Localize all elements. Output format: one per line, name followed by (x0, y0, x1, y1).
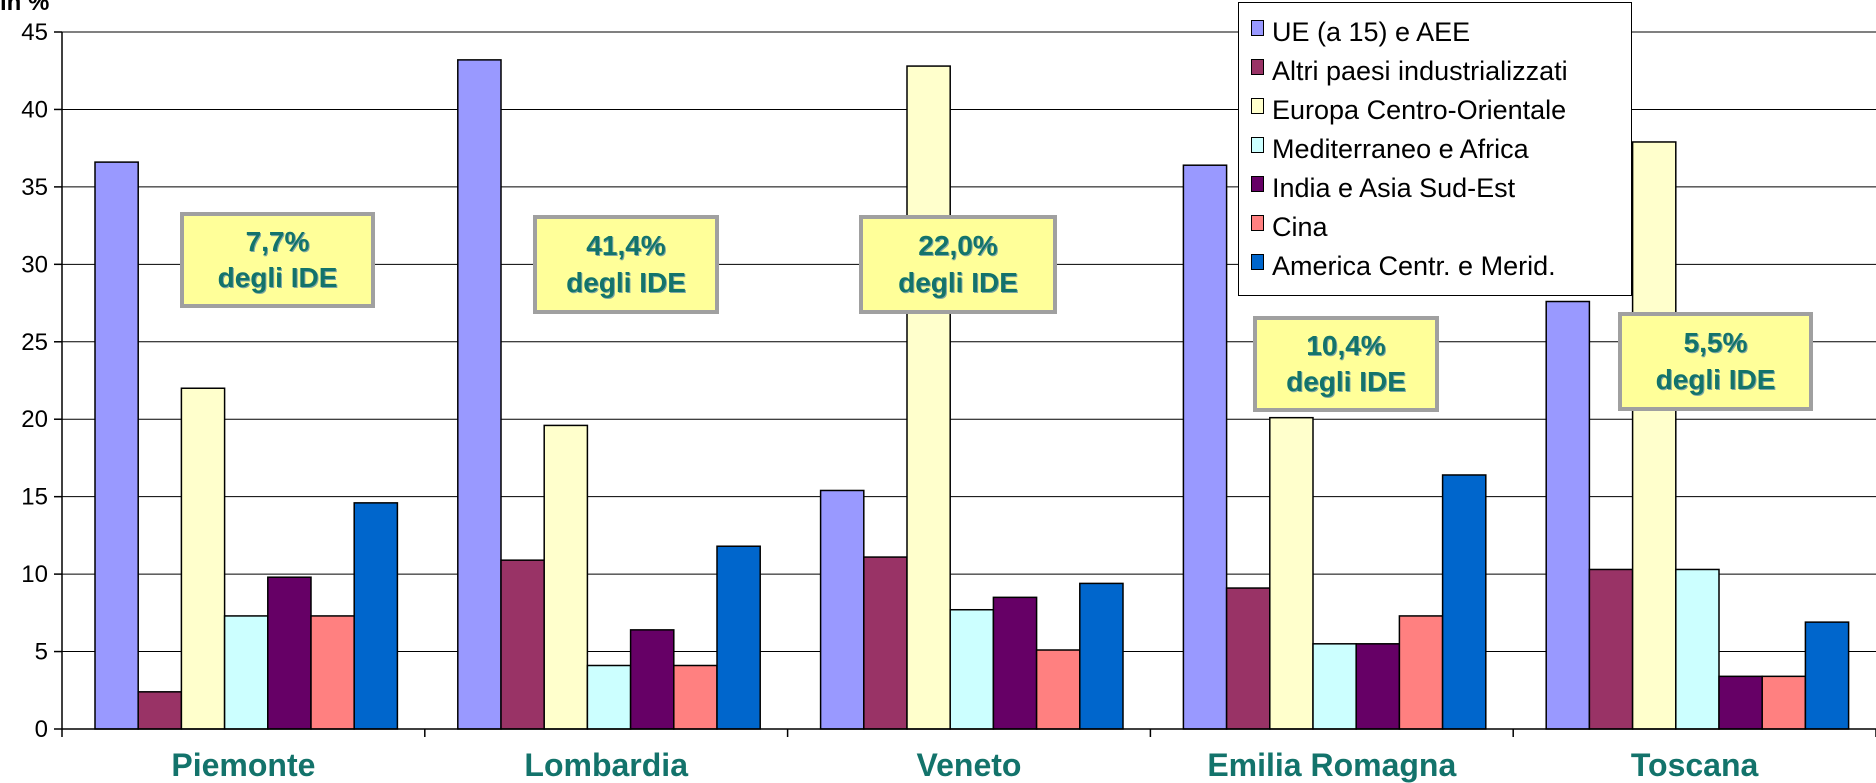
legend-label: UE (a 15) e AEE (1272, 17, 1471, 47)
category-label: Piemonte (171, 747, 315, 783)
bar (949, 608, 995, 730)
y-tick-label: 35 (21, 174, 48, 201)
bar (1588, 568, 1634, 730)
bars (94, 59, 1850, 730)
axes (61, 32, 1876, 737)
y-tick-label: 0 (35, 716, 48, 743)
y-tick-label: 15 (21, 484, 48, 511)
bar (1225, 587, 1271, 730)
legend-label: India e Asia Sud-Est (1272, 173, 1516, 203)
legend-item: UE (a 15) e AEE (1251, 13, 1631, 52)
bar (1545, 300, 1591, 730)
bar (586, 664, 632, 730)
legend-swatch (1251, 136, 1264, 153)
legend-item: Altri paesi industrializzati (1251, 52, 1631, 91)
ide-share-callout: 7,7% degli IDE (180, 212, 375, 308)
ide-share-callout: 10,4% degli IDE (1253, 316, 1439, 412)
bar (1312, 643, 1357, 730)
category-label: Lombardia (524, 747, 688, 783)
callout-percentage: 5,5% (1683, 327, 1748, 359)
category-labels: Piemonte Lombardia Veneto Emilia Romagna Tos… (171, 747, 1758, 783)
legend-item: Europa Centro-Orientale (1251, 91, 1631, 130)
legend-swatch (1251, 175, 1264, 192)
legend-item: India e Asia Sud-Est (1251, 169, 1631, 208)
bar (906, 65, 951, 730)
y-tick-label: 40 (21, 96, 48, 123)
category-label: Veneto (917, 747, 1022, 783)
bar (1398, 615, 1444, 730)
callout-text: degli IDE (566, 266, 686, 298)
callout-percentage: 41,4% (586, 230, 666, 262)
legend-item: America Centr. e Merid. (1251, 247, 1631, 286)
legend-item: Mediterraneo e Africa (1251, 130, 1631, 169)
bar (1718, 675, 1763, 730)
bar (716, 545, 761, 730)
bar (1182, 164, 1228, 730)
bar (1761, 675, 1807, 730)
bar (819, 489, 865, 730)
category-label: Toscana (1631, 747, 1759, 783)
bar (1804, 621, 1850, 730)
legend-label: Mediterraneo e Africa (1272, 134, 1529, 164)
y-tick-label: 5 (35, 639, 48, 666)
legend-swatch (1251, 214, 1264, 231)
y-unit-label: in % (0, 0, 49, 16)
y-tick-label: 25 (21, 329, 48, 356)
legend-item: Cina (1251, 208, 1631, 247)
bar (629, 629, 675, 730)
callout-percentage: 7,7% (245, 225, 310, 257)
bar (353, 502, 399, 730)
legend-label: Europa Centro-Orientale (1272, 95, 1567, 125)
bar (1441, 474, 1487, 730)
callout-percentage: 10,4% (1306, 329, 1386, 361)
callout-text: degli IDE (217, 262, 338, 293)
bar (1355, 643, 1401, 730)
bar (1631, 141, 1677, 730)
legend: UE (a 15) e AEE Altri paesi industrializz… (1238, 2, 1632, 296)
bar (310, 615, 355, 730)
bar (137, 691, 183, 730)
bar (863, 556, 908, 730)
callout-text: degli IDE (898, 266, 1018, 298)
legend-label: Altri paesi industrializzati (1272, 56, 1568, 86)
y-tick-label: 10 (21, 561, 48, 588)
legend-label: America Centr. e Merid. (1272, 251, 1556, 281)
y-tick-labels: 0 5 10 15 20 25 30 35 40 45 (21, 19, 48, 743)
bar (1035, 649, 1081, 730)
bar (1675, 568, 1720, 730)
category-label: Emilia Romagna (1207, 747, 1456, 783)
bar (1269, 416, 1314, 730)
bar (223, 615, 269, 730)
ide-share-callout: 22,0% degli IDE (859, 215, 1057, 314)
callout-percentage: 22,0% (918, 230, 998, 262)
ide-share-callout: 5,5% degli IDE (1618, 312, 1813, 411)
bar (543, 424, 589, 730)
legend-swatch (1251, 58, 1264, 75)
bar (180, 387, 226, 730)
legend-swatch (1251, 97, 1264, 114)
y-tick-label: 45 (21, 19, 48, 46)
legend-swatch (1251, 19, 1264, 36)
bar (992, 596, 1038, 730)
bar (1079, 582, 1124, 730)
legend-label: Cina (1272, 212, 1328, 242)
bar (500, 559, 545, 730)
callout-text: degli IDE (1655, 363, 1776, 395)
y-tick-label: 20 (21, 406, 48, 433)
callout-text: degli IDE (1286, 366, 1406, 397)
ide-share-callout: 41,4% degli IDE (533, 215, 719, 314)
bar (94, 161, 139, 730)
bar (267, 576, 312, 730)
legend-swatch (1251, 253, 1264, 270)
bar (673, 664, 718, 730)
bar (457, 59, 502, 730)
y-tick-label: 30 (21, 251, 48, 278)
